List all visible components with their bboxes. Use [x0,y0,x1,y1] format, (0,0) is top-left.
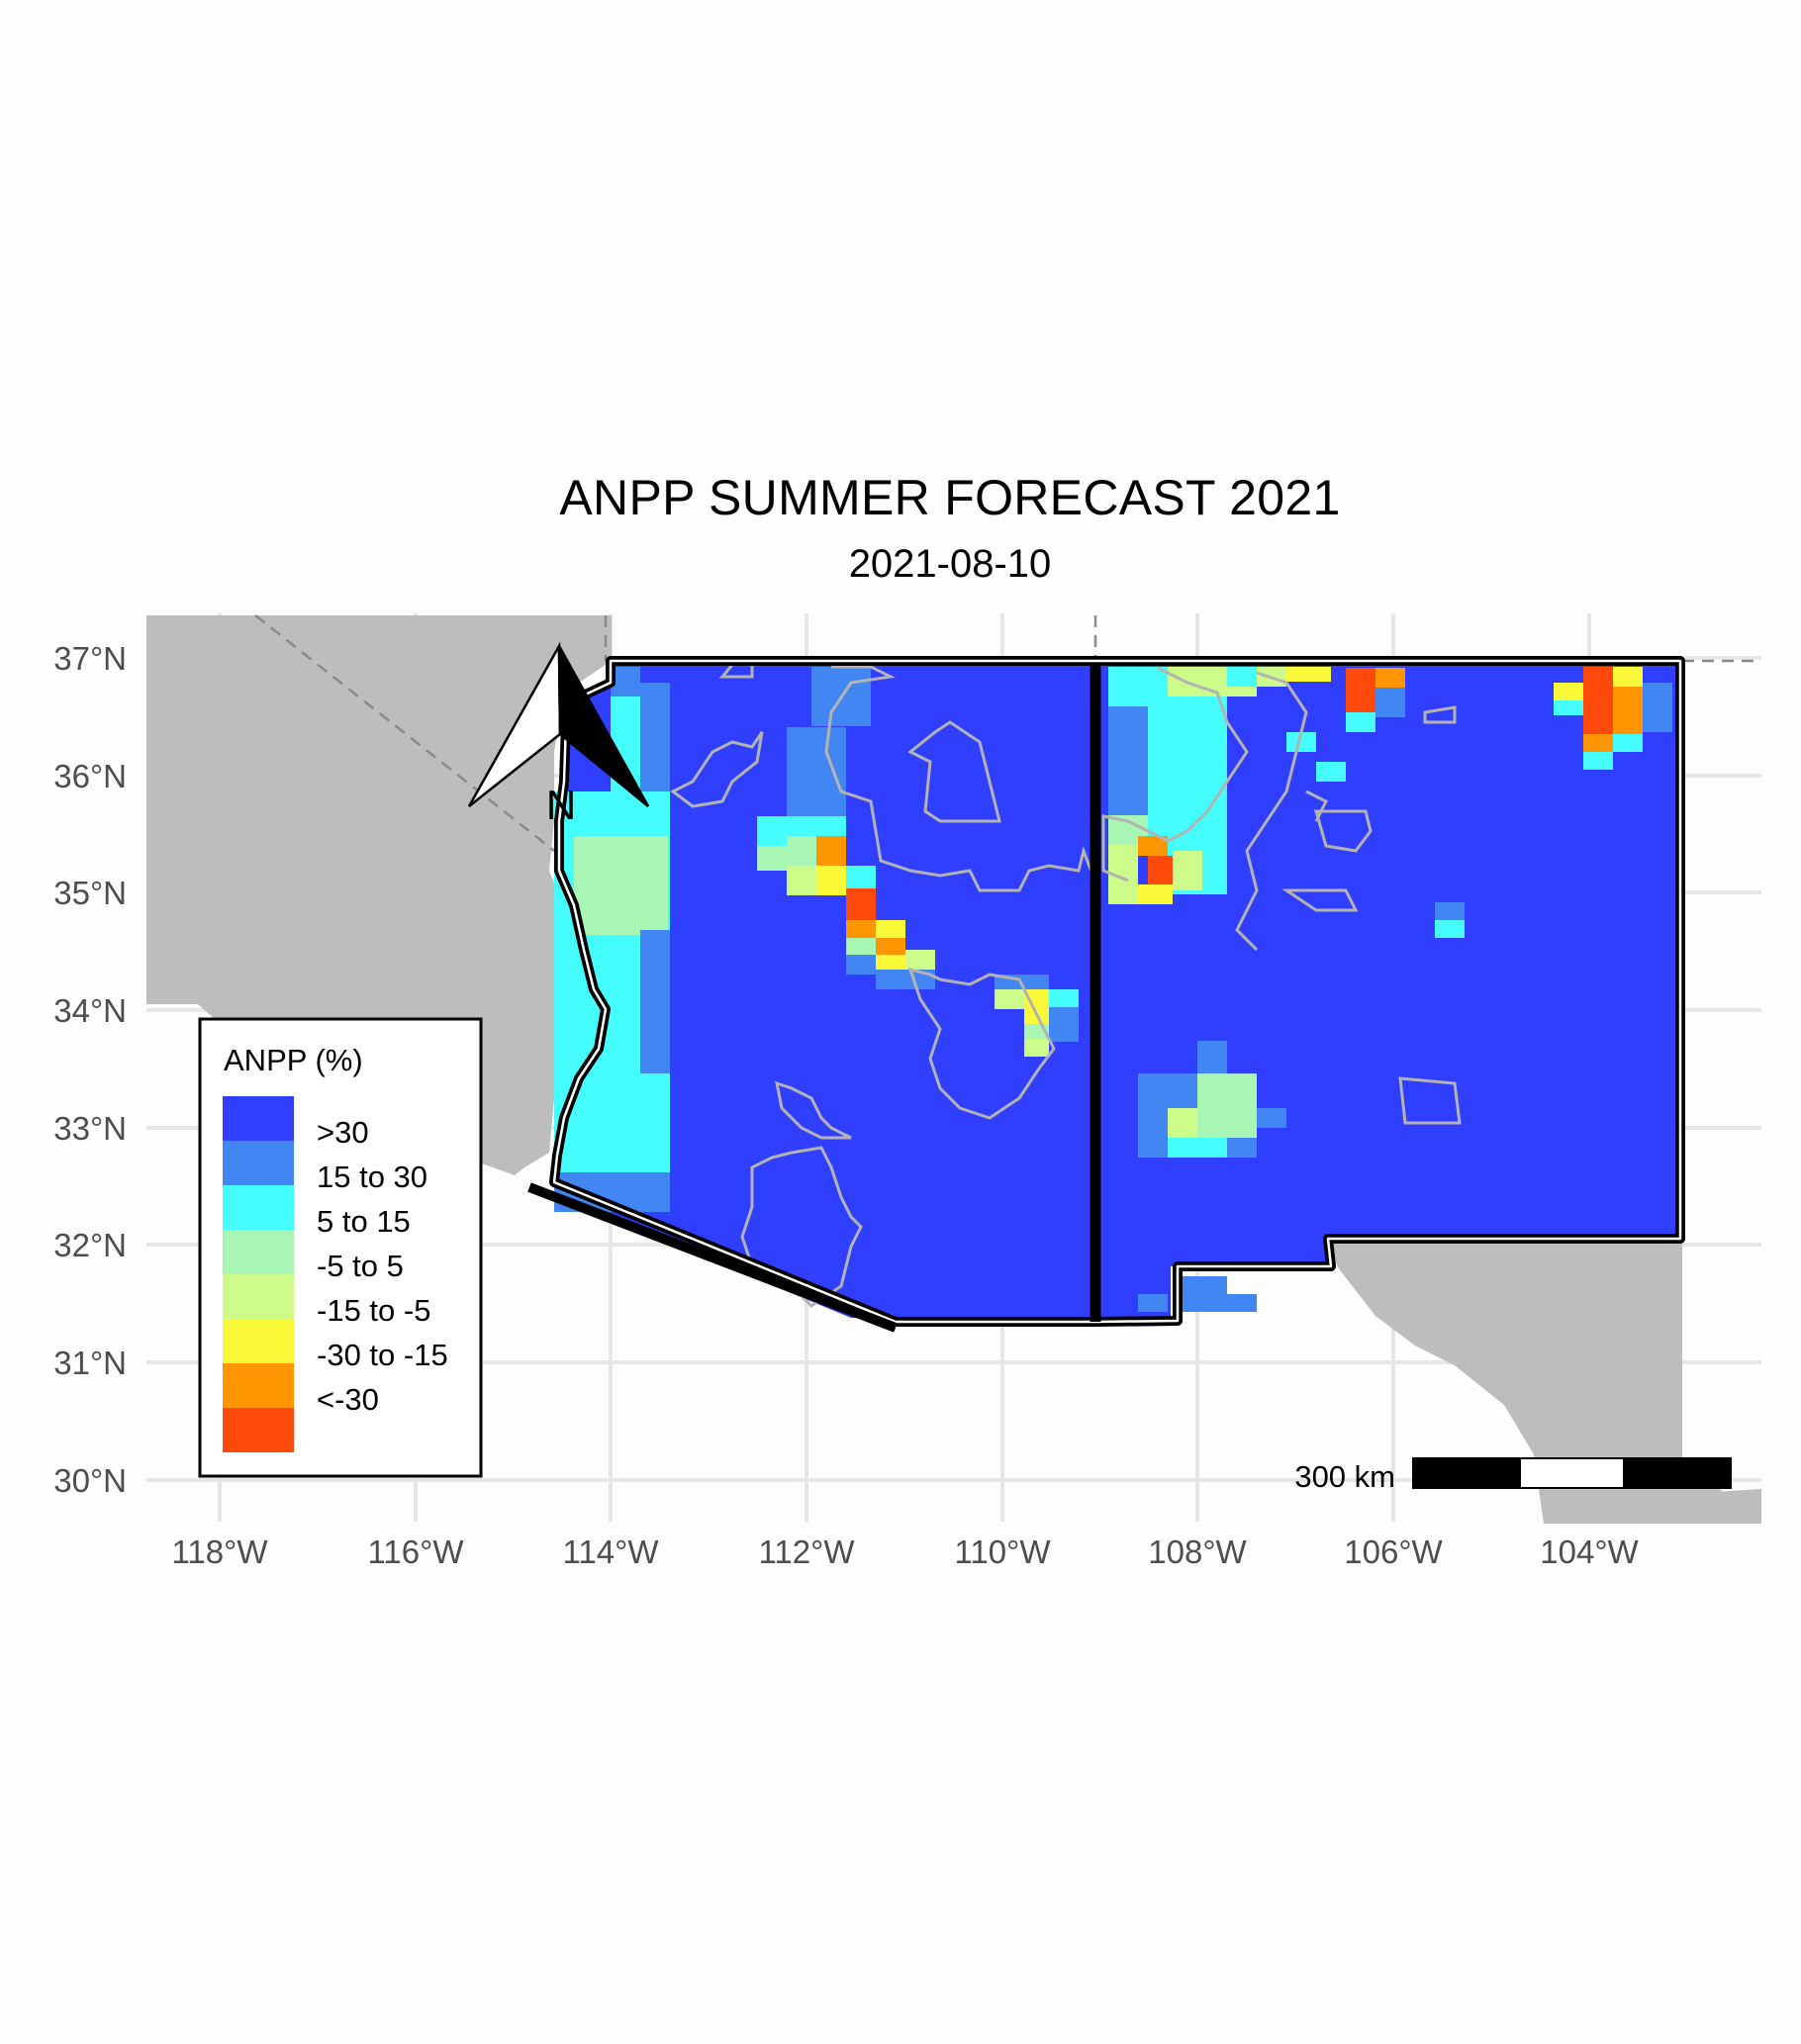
x-tick-label: 110°W [955,1533,1052,1570]
scale-bar: 300 km [1294,1457,1732,1494]
legend-swatch [223,1319,294,1363]
x-tick-label: 118°W [172,1533,269,1570]
y-tick-label: 35°N [53,875,127,911]
legend-label: >30 [317,1115,369,1150]
y-tick-label: 34°N [53,992,127,1029]
legend-title: ANPP (%) [224,1043,363,1077]
x-tick-label: 114°W [563,1533,660,1570]
legend-label: 5 to 15 [317,1204,411,1239]
y-tick-label: 33°N [53,1110,127,1147]
north-arrow-label: N [546,782,576,828]
x-tick-label: 104°W [1540,1533,1639,1570]
legend-swatch [223,1274,294,1319]
x-tick-label: 116°W [368,1533,465,1570]
y-tick-label: 32°N [53,1227,127,1263]
y-axis: 37°N 36°N 35°N 34°N 33°N 32°N 31°N 30°N [53,640,127,1499]
arizona-region [554,665,1095,1319]
y-tick-label: 37°N [53,640,127,677]
legend-label: -5 to 5 [317,1249,404,1283]
x-axis: 118°W 116°W 114°W 112°W 110°W 108°W 106°W 104°W [172,1533,1640,1570]
texas-land [1336,1235,1761,1524]
legend-swatch [223,1185,294,1230]
legend-label: -15 to -5 [317,1293,430,1328]
legend-swatch [223,1363,294,1408]
y-tick-label: 30°N [53,1462,127,1499]
legend-swatch [223,1096,294,1141]
map-title: ANPP SUMMER FORECAST 2021 [559,470,1341,525]
y-tick-label: 31°N [53,1345,127,1381]
x-tick-label: 106°W [1344,1533,1443,1570]
legend-swatch [223,1230,294,1274]
legend-swatch [223,1408,294,1452]
neighbor-borders [254,614,1761,852]
legend-swatch [223,1141,294,1185]
legend-label: 15 to 30 [317,1160,427,1194]
y-tick-label: 36°N [53,758,127,794]
anpp-raster-cells [554,667,1672,1312]
land-boundaries [670,664,1462,1308]
x-tick-label: 108°W [1148,1533,1247,1570]
north-arrow: N [467,641,650,828]
legend-label: -30 to -15 [317,1338,448,1372]
scale-bar-label: 300 km [1294,1459,1395,1494]
map-subtitle: 2021-08-10 [848,542,1052,586]
legend-label: <-30 [317,1382,379,1417]
x-tick-label: 112°W [759,1533,856,1570]
legend: ANPP (%) >30 15 to 30 5 to 15 -5 to 5 -15 to… [198,1017,483,1478]
state-borders [527,656,1685,1333]
